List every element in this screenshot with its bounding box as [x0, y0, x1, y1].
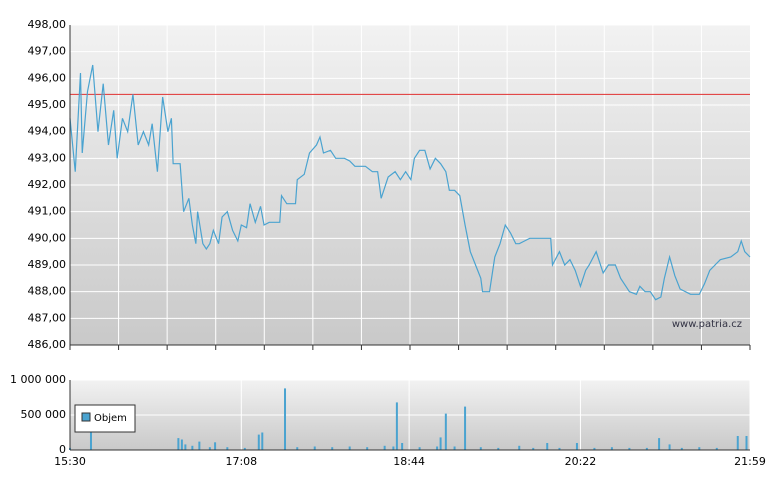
y-tick-label: 500 000	[21, 408, 67, 421]
volume-bar	[383, 445, 386, 450]
volume-bar	[736, 436, 739, 450]
y-tick-label: 496,00	[28, 71, 67, 84]
volume-bar	[296, 447, 299, 450]
volume-bar	[715, 447, 718, 450]
y-tick-label: 488,00	[28, 285, 67, 298]
volume-bar	[226, 447, 229, 450]
volume-bar	[439, 437, 442, 450]
y-tick-label: 490,00	[28, 231, 67, 244]
y-tick-label: 495,00	[28, 98, 67, 111]
volume-bar	[436, 446, 439, 450]
y-tick-label: 494,00	[28, 125, 67, 138]
x-tick-label: 21:59	[734, 455, 766, 468]
y-tick-label: 492,00	[28, 178, 67, 191]
y-tick-label: 487,00	[28, 311, 67, 324]
volume-bar	[401, 443, 404, 450]
volume-bar	[257, 434, 260, 450]
volume-bar	[208, 447, 211, 450]
legend-swatch	[81, 412, 91, 422]
volume-bar	[191, 445, 194, 450]
volume-bar	[558, 447, 561, 450]
y-tick-label: 0	[59, 443, 66, 456]
volume-bar	[532, 447, 535, 450]
y-tick-label: 497,00	[28, 45, 67, 58]
volume-bar	[610, 447, 613, 450]
volume-bar	[89, 419, 92, 450]
volume-bar	[313, 446, 316, 450]
volume-bar	[645, 447, 648, 450]
volume-bar	[348, 446, 351, 450]
volume-bar	[284, 388, 287, 450]
y-tick-label: 489,00	[28, 258, 67, 271]
volume-bar	[464, 406, 467, 450]
volume-bar	[331, 447, 334, 450]
volume-bar	[658, 438, 661, 450]
x-tick-label: 15:30	[54, 455, 86, 468]
volume-bar	[668, 444, 671, 450]
x-tick-label: 17:08	[225, 455, 257, 468]
volume-bar	[366, 447, 369, 450]
volume-bar	[198, 441, 201, 450]
volume-bar	[418, 447, 421, 450]
volume-bar	[628, 447, 631, 450]
volume-bar	[593, 447, 596, 450]
volume-bar	[453, 446, 456, 450]
volume-bar	[444, 413, 447, 450]
volume-bar	[214, 442, 217, 450]
volume-bar	[546, 443, 549, 450]
x-tick-label: 18:44	[393, 455, 425, 468]
y-tick-label: 493,00	[28, 151, 67, 164]
watermark: www.patria.cz	[672, 319, 742, 330]
volume-bar	[184, 444, 187, 450]
price-line	[69, 64, 751, 301]
volume-bar	[261, 432, 264, 450]
volume-bar	[177, 438, 180, 450]
volume-bar	[497, 447, 500, 450]
y-tick-label: 486,00	[28, 338, 67, 351]
y-tick-label: 1 000 000	[10, 373, 66, 386]
volume-bar	[395, 402, 398, 450]
volume-bar	[518, 445, 521, 450]
volume-bar	[392, 446, 395, 450]
y-tick-label: 491,00	[28, 205, 67, 218]
volume-bar	[180, 439, 183, 450]
x-tick-label: 20:22	[565, 455, 597, 468]
legend-label: Objem	[94, 413, 127, 424]
y-tick-label: 498,00	[28, 18, 67, 31]
volume-bar	[479, 447, 482, 450]
volume-bar	[698, 447, 701, 450]
volume-bar	[243, 447, 246, 450]
volume-bar	[680, 447, 683, 450]
volume-bar	[575, 443, 578, 450]
volume-bar	[745, 436, 748, 450]
